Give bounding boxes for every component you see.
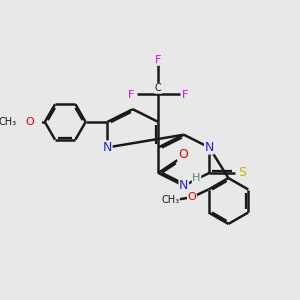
Text: H: H (192, 173, 201, 183)
Text: F: F (182, 90, 188, 100)
Text: O: O (188, 192, 196, 202)
Text: N: N (179, 179, 188, 192)
Text: N: N (205, 141, 214, 154)
Text: CH₃: CH₃ (0, 117, 17, 127)
Text: F: F (128, 90, 135, 100)
Text: S: S (238, 167, 246, 179)
Text: F: F (155, 55, 161, 65)
Text: N: N (103, 141, 112, 154)
Text: O: O (178, 148, 188, 161)
Text: CH₃: CH₃ (161, 195, 179, 205)
Text: O: O (25, 117, 34, 127)
Text: C: C (155, 83, 162, 93)
